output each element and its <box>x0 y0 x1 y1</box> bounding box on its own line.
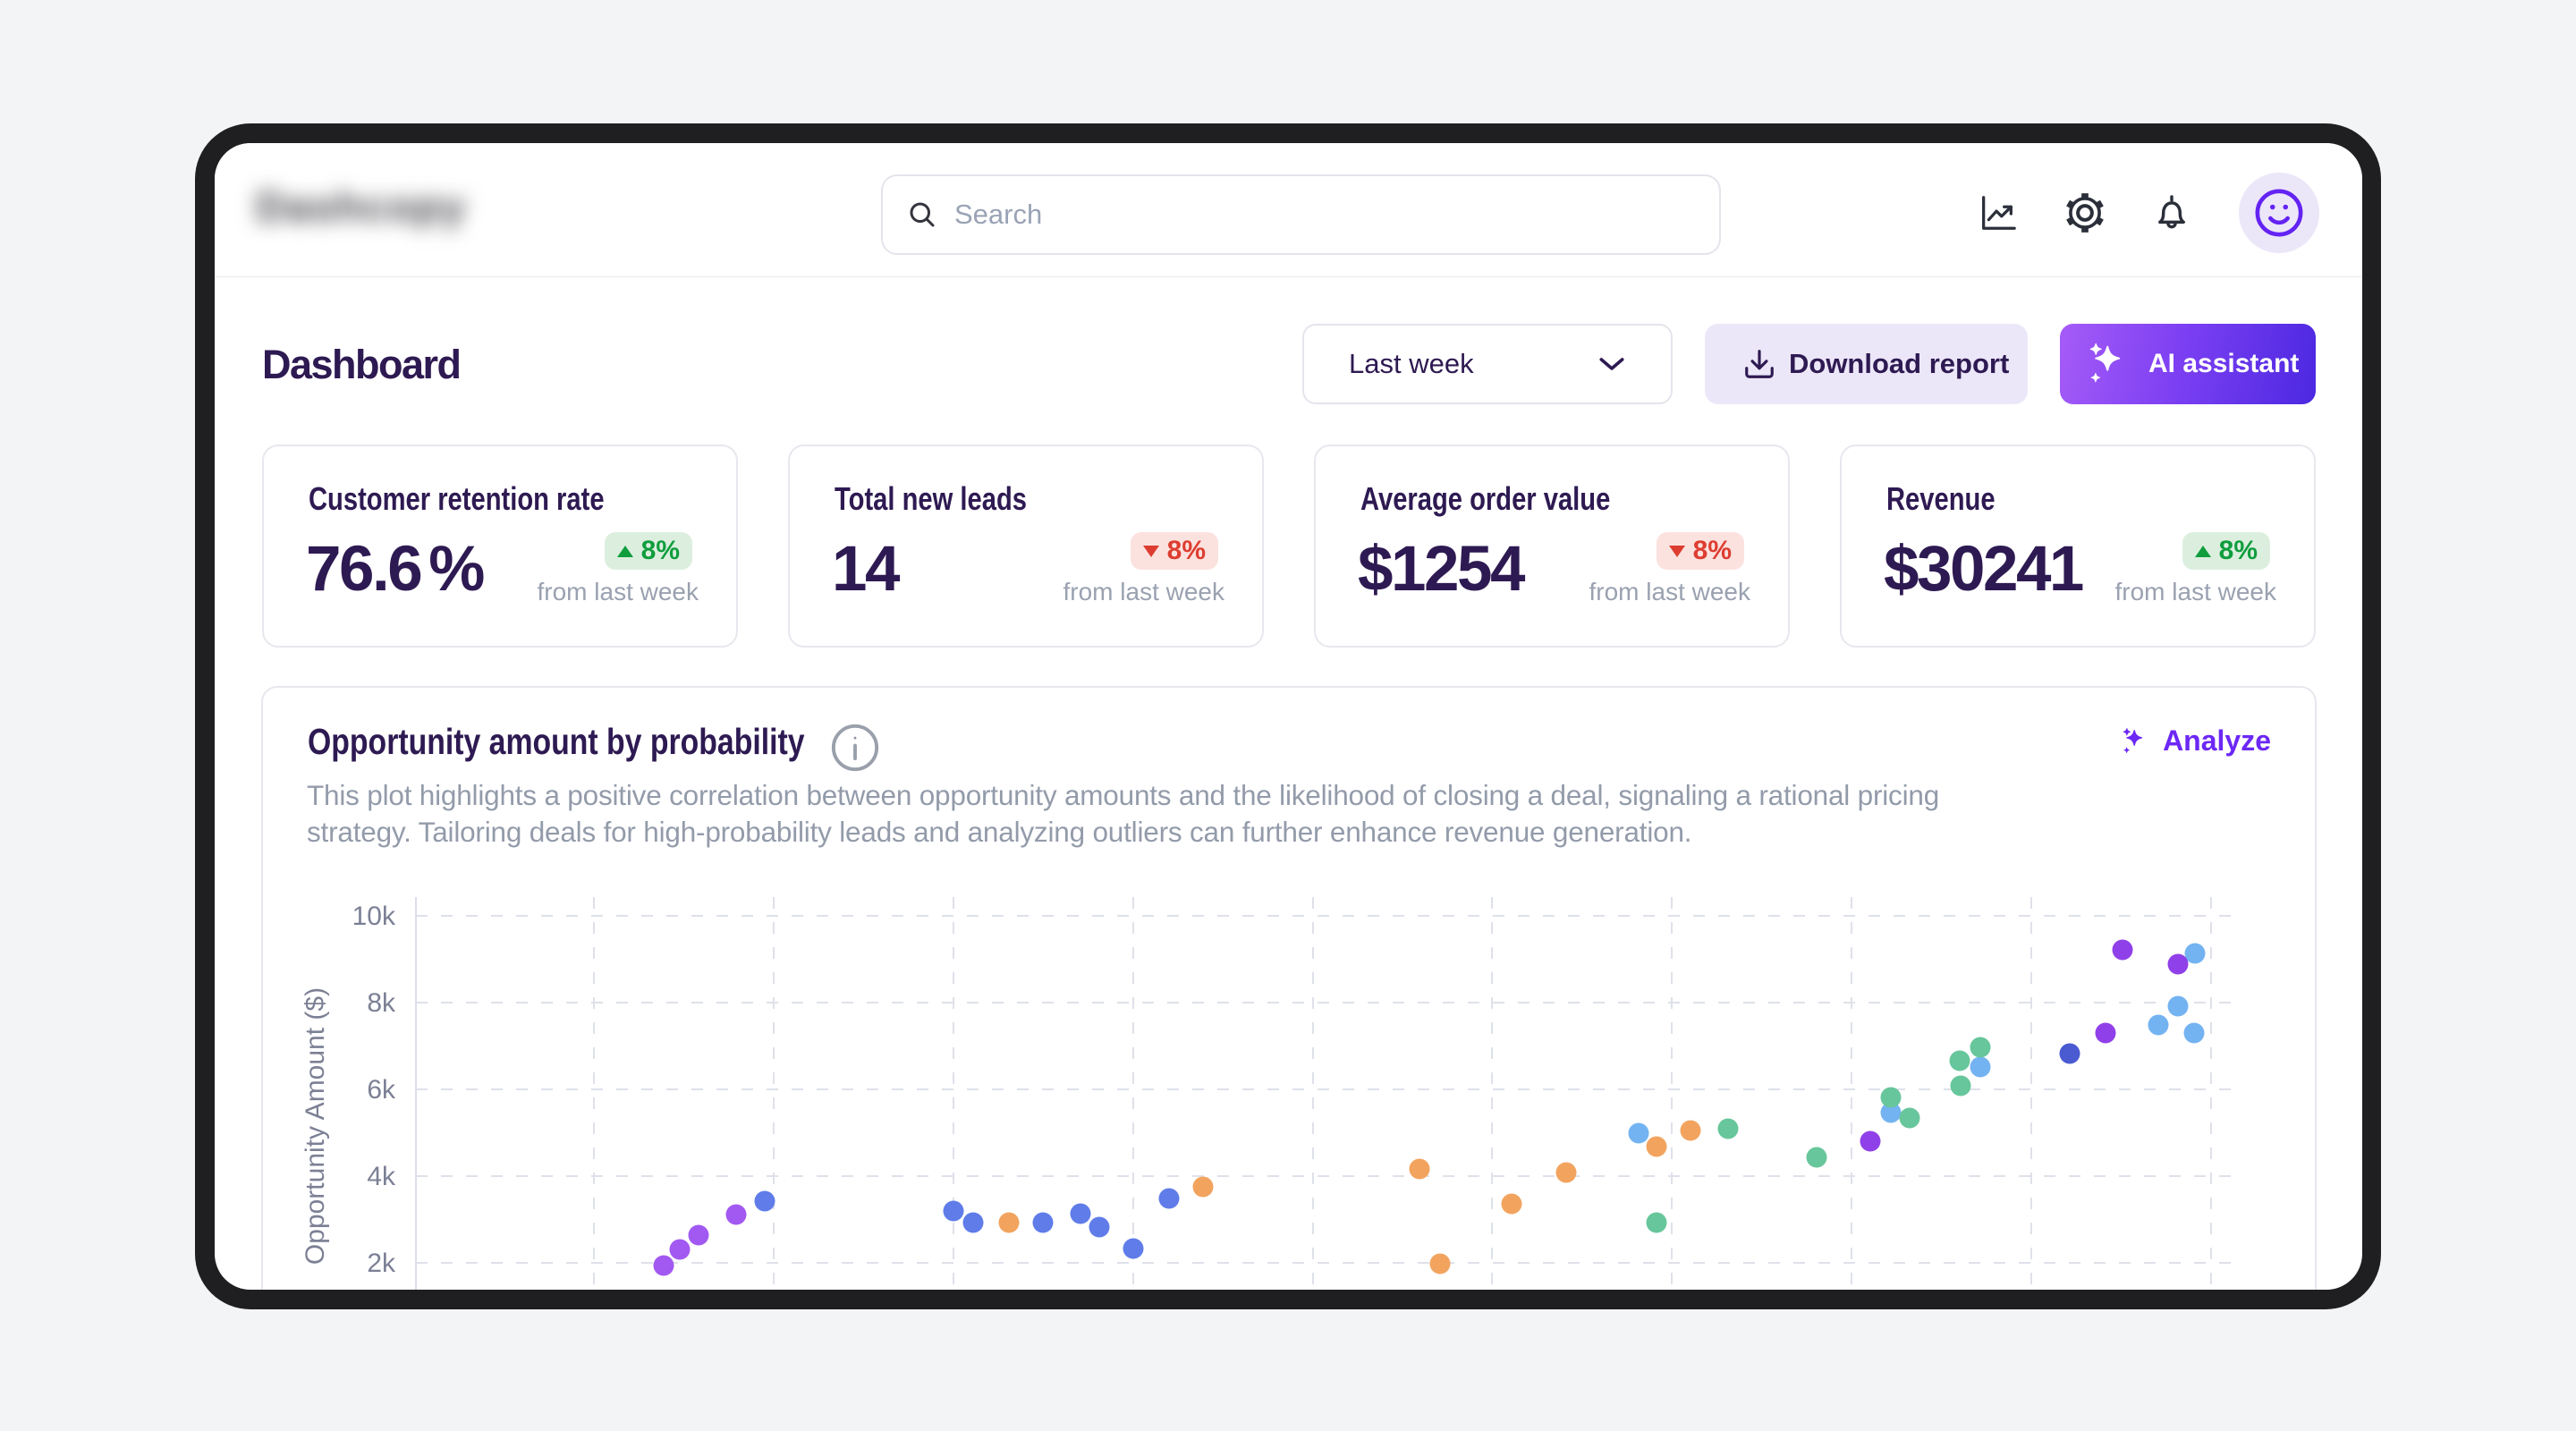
svg-text:10k: 10k <box>352 902 396 931</box>
svg-text:6k: 6k <box>367 1075 396 1105</box>
svg-text:2k: 2k <box>367 1249 396 1278</box>
svg-text:4k: 4k <box>367 1162 396 1191</box>
svg-text:Opportunity Amount ($): Opportunity Amount ($) <box>301 987 330 1265</box>
svg-text:8k: 8k <box>367 988 396 1018</box>
